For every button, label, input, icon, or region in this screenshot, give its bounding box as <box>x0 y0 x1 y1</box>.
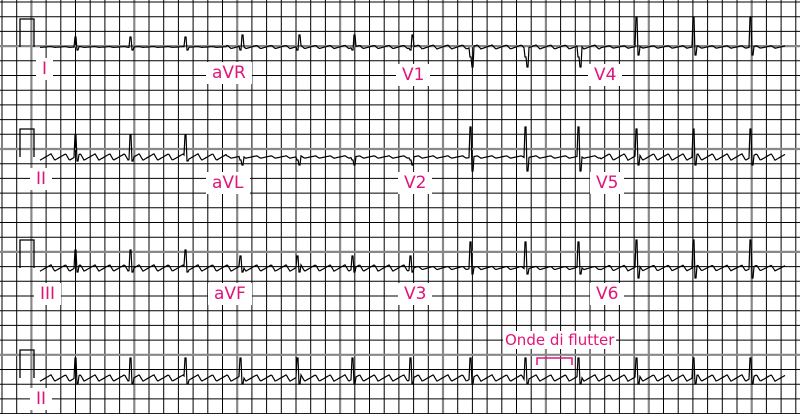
ecg-trace-row-1 <box>39 16 786 68</box>
lead-label-II: II <box>30 168 53 190</box>
calibration-pulse <box>19 239 35 268</box>
lead-label-I: I <box>36 58 54 80</box>
lead-label-V2: V2 <box>398 172 433 194</box>
lead-label-V3: V3 <box>398 283 433 305</box>
calibration-pulse <box>19 349 35 378</box>
lead-label-aVR: aVR <box>206 62 252 84</box>
ecg-trace-row-2 <box>39 126 786 172</box>
lead-label-V6: V6 <box>590 283 625 305</box>
lead-label-V1: V1 <box>396 64 431 86</box>
lead-label-III: III <box>34 283 62 305</box>
ecg-trace-row-4 <box>39 357 786 385</box>
calibration-pulse <box>19 18 35 47</box>
flutter-bracket <box>536 357 573 365</box>
lead-label-aVL: aVL <box>206 172 250 194</box>
lead-label-V5: V5 <box>590 172 625 194</box>
calibration-pulse <box>19 128 35 157</box>
lead-label-aVF: aVF <box>208 283 252 305</box>
lead-label-II-rhythm: II <box>30 388 53 410</box>
lead-label-V4: V4 <box>588 64 623 86</box>
flutter-wave-annotation: Onde di flutter <box>503 331 617 349</box>
ecg-trace-row-3 <box>39 239 786 279</box>
